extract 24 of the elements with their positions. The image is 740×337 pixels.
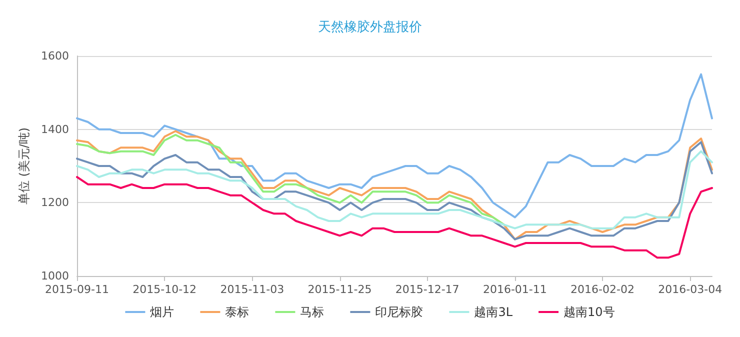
x-tick-label: 2015-11-25 <box>308 283 372 296</box>
x-tick-label: 2015-09-11 <box>45 283 109 296</box>
x-tick-label: 2015-12-17 <box>395 283 460 296</box>
line-series <box>76 150 713 230</box>
legend-label: 马标 <box>300 305 324 319</box>
y-tick-label: 1000 <box>41 270 69 282</box>
legend-label: 烟片 <box>150 305 174 319</box>
legend-label: 泰标 <box>225 305 250 319</box>
y-tick-label: 1600 <box>41 50 69 62</box>
x-tick-label: 2016-02-02 <box>570 283 634 296</box>
legend-label: 印尼标胶 <box>375 305 424 319</box>
line-series <box>76 134 505 226</box>
line-series <box>76 73 713 218</box>
x-tick-label: 2015-11-03 <box>220 283 284 296</box>
chart-title: 天然橡胶外盘报价 <box>318 20 422 35</box>
y-tick-label: 1400 <box>41 122 69 136</box>
y-tick-label: 1200 <box>41 196 69 210</box>
line-series <box>76 176 713 259</box>
x-tick-label: 2016-03-04 <box>658 283 722 296</box>
x-tick-label: 2016-01-11 <box>482 283 547 296</box>
y-axis-title: 单位 (美元/吨) <box>17 127 32 205</box>
legend-label: 越南10号 <box>564 305 615 319</box>
legend-label: 越南3L <box>474 305 513 319</box>
x-tick-label: 2015-10-12 <box>132 283 197 296</box>
